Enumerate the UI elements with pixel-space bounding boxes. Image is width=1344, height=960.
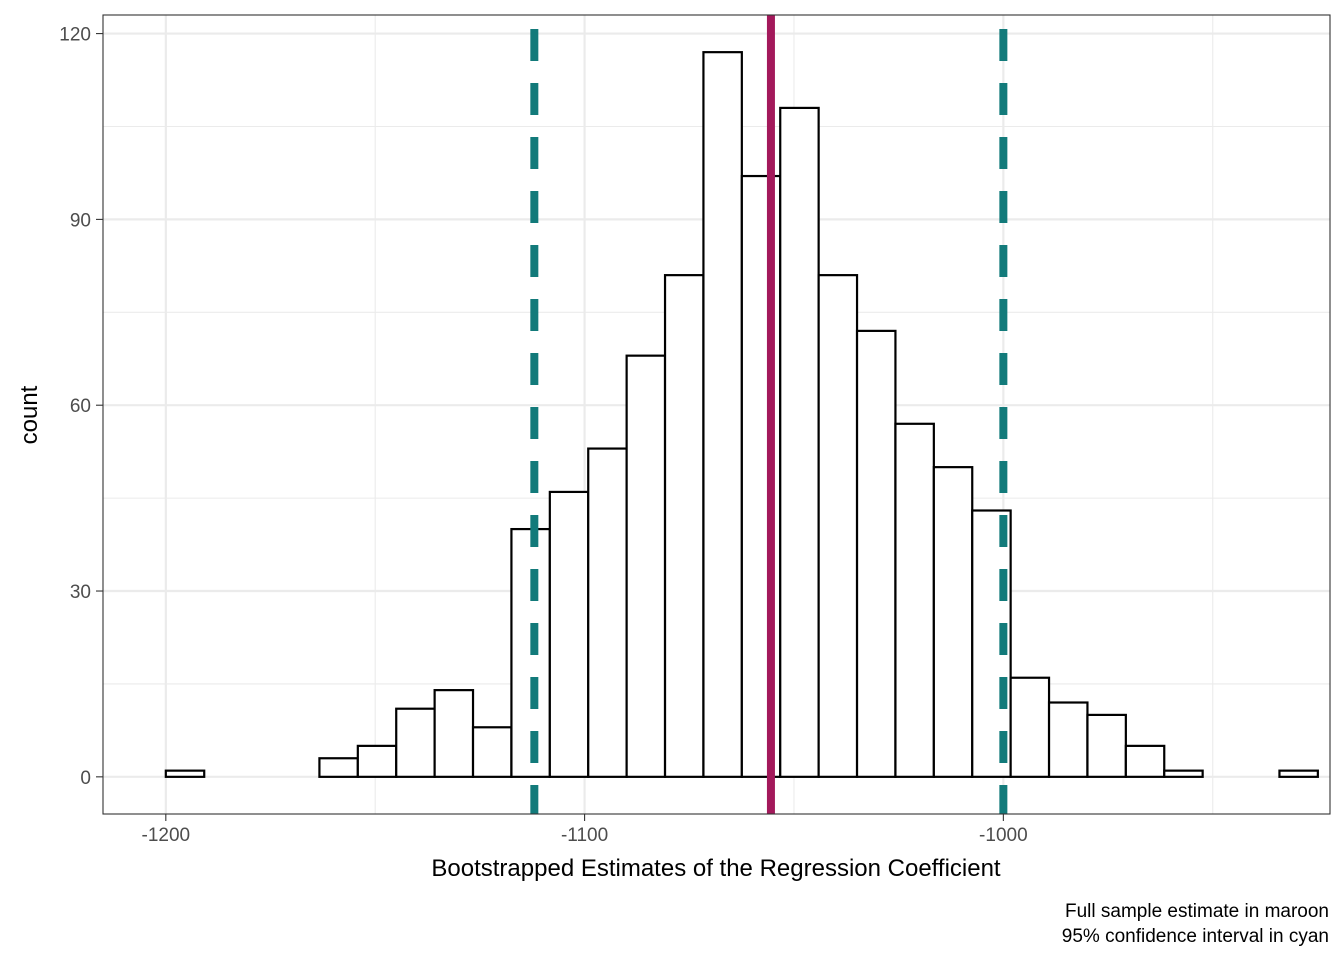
caption-line-1: Full sample estimate in maroon <box>1065 901 1329 922</box>
y-tick-label: 120 <box>59 25 91 46</box>
y-axis: 0 30 60 90 120 <box>59 25 103 789</box>
histogram-bar-24 <box>1047 701 1089 778</box>
histogram-bar-17 <box>779 106 820 778</box>
caption-line-2: 95% confidence interval in cyan <box>1062 926 1329 947</box>
histogram-bar-14 <box>663 274 705 778</box>
x-tick-label: -1100 <box>561 825 608 846</box>
histogram-bar-23 <box>1009 676 1051 778</box>
panel-border <box>102 14 1331 815</box>
reference-lines <box>530 15 1008 814</box>
y-axis-title: count <box>16 385 43 444</box>
x-tick-label: -1000 <box>979 825 1028 846</box>
histogram-bar-1 <box>164 769 206 778</box>
x-axis-title: Bootstrapped Estimates of the Regression… <box>431 855 1001 882</box>
histogram-bar-5 <box>318 757 359 778</box>
histogram-bar-21 <box>932 466 974 778</box>
histogram-bar-11 <box>548 490 590 778</box>
y-tick-label: 0 <box>80 768 91 789</box>
histogram-bar-8 <box>433 689 475 778</box>
histogram-bar-6 <box>356 744 398 778</box>
histogram-bar-27 <box>1163 769 1204 778</box>
histogram-bar-9 <box>471 726 513 778</box>
histogram-bar-12 <box>587 447 628 778</box>
histogram-bar-18 <box>817 274 859 778</box>
y-tick-label: 60 <box>70 396 91 417</box>
histogram-bar-13 <box>625 354 667 778</box>
x-axis: -1200 -1100 -1000 <box>142 814 1028 846</box>
histogram-bar-19 <box>855 329 897 778</box>
histogram-bar-30 <box>1278 769 1319 778</box>
histogram-bar-15 <box>702 51 743 778</box>
histogram-bar-26 <box>1124 744 1166 778</box>
histogram-bar-20 <box>894 422 935 778</box>
x-tick-label: -1200 <box>142 825 191 846</box>
y-tick-label: 90 <box>70 210 91 231</box>
histogram-bar-25 <box>1086 713 1127 778</box>
y-tick-label: 30 <box>70 582 91 603</box>
histogram-bar-7 <box>395 707 436 778</box>
